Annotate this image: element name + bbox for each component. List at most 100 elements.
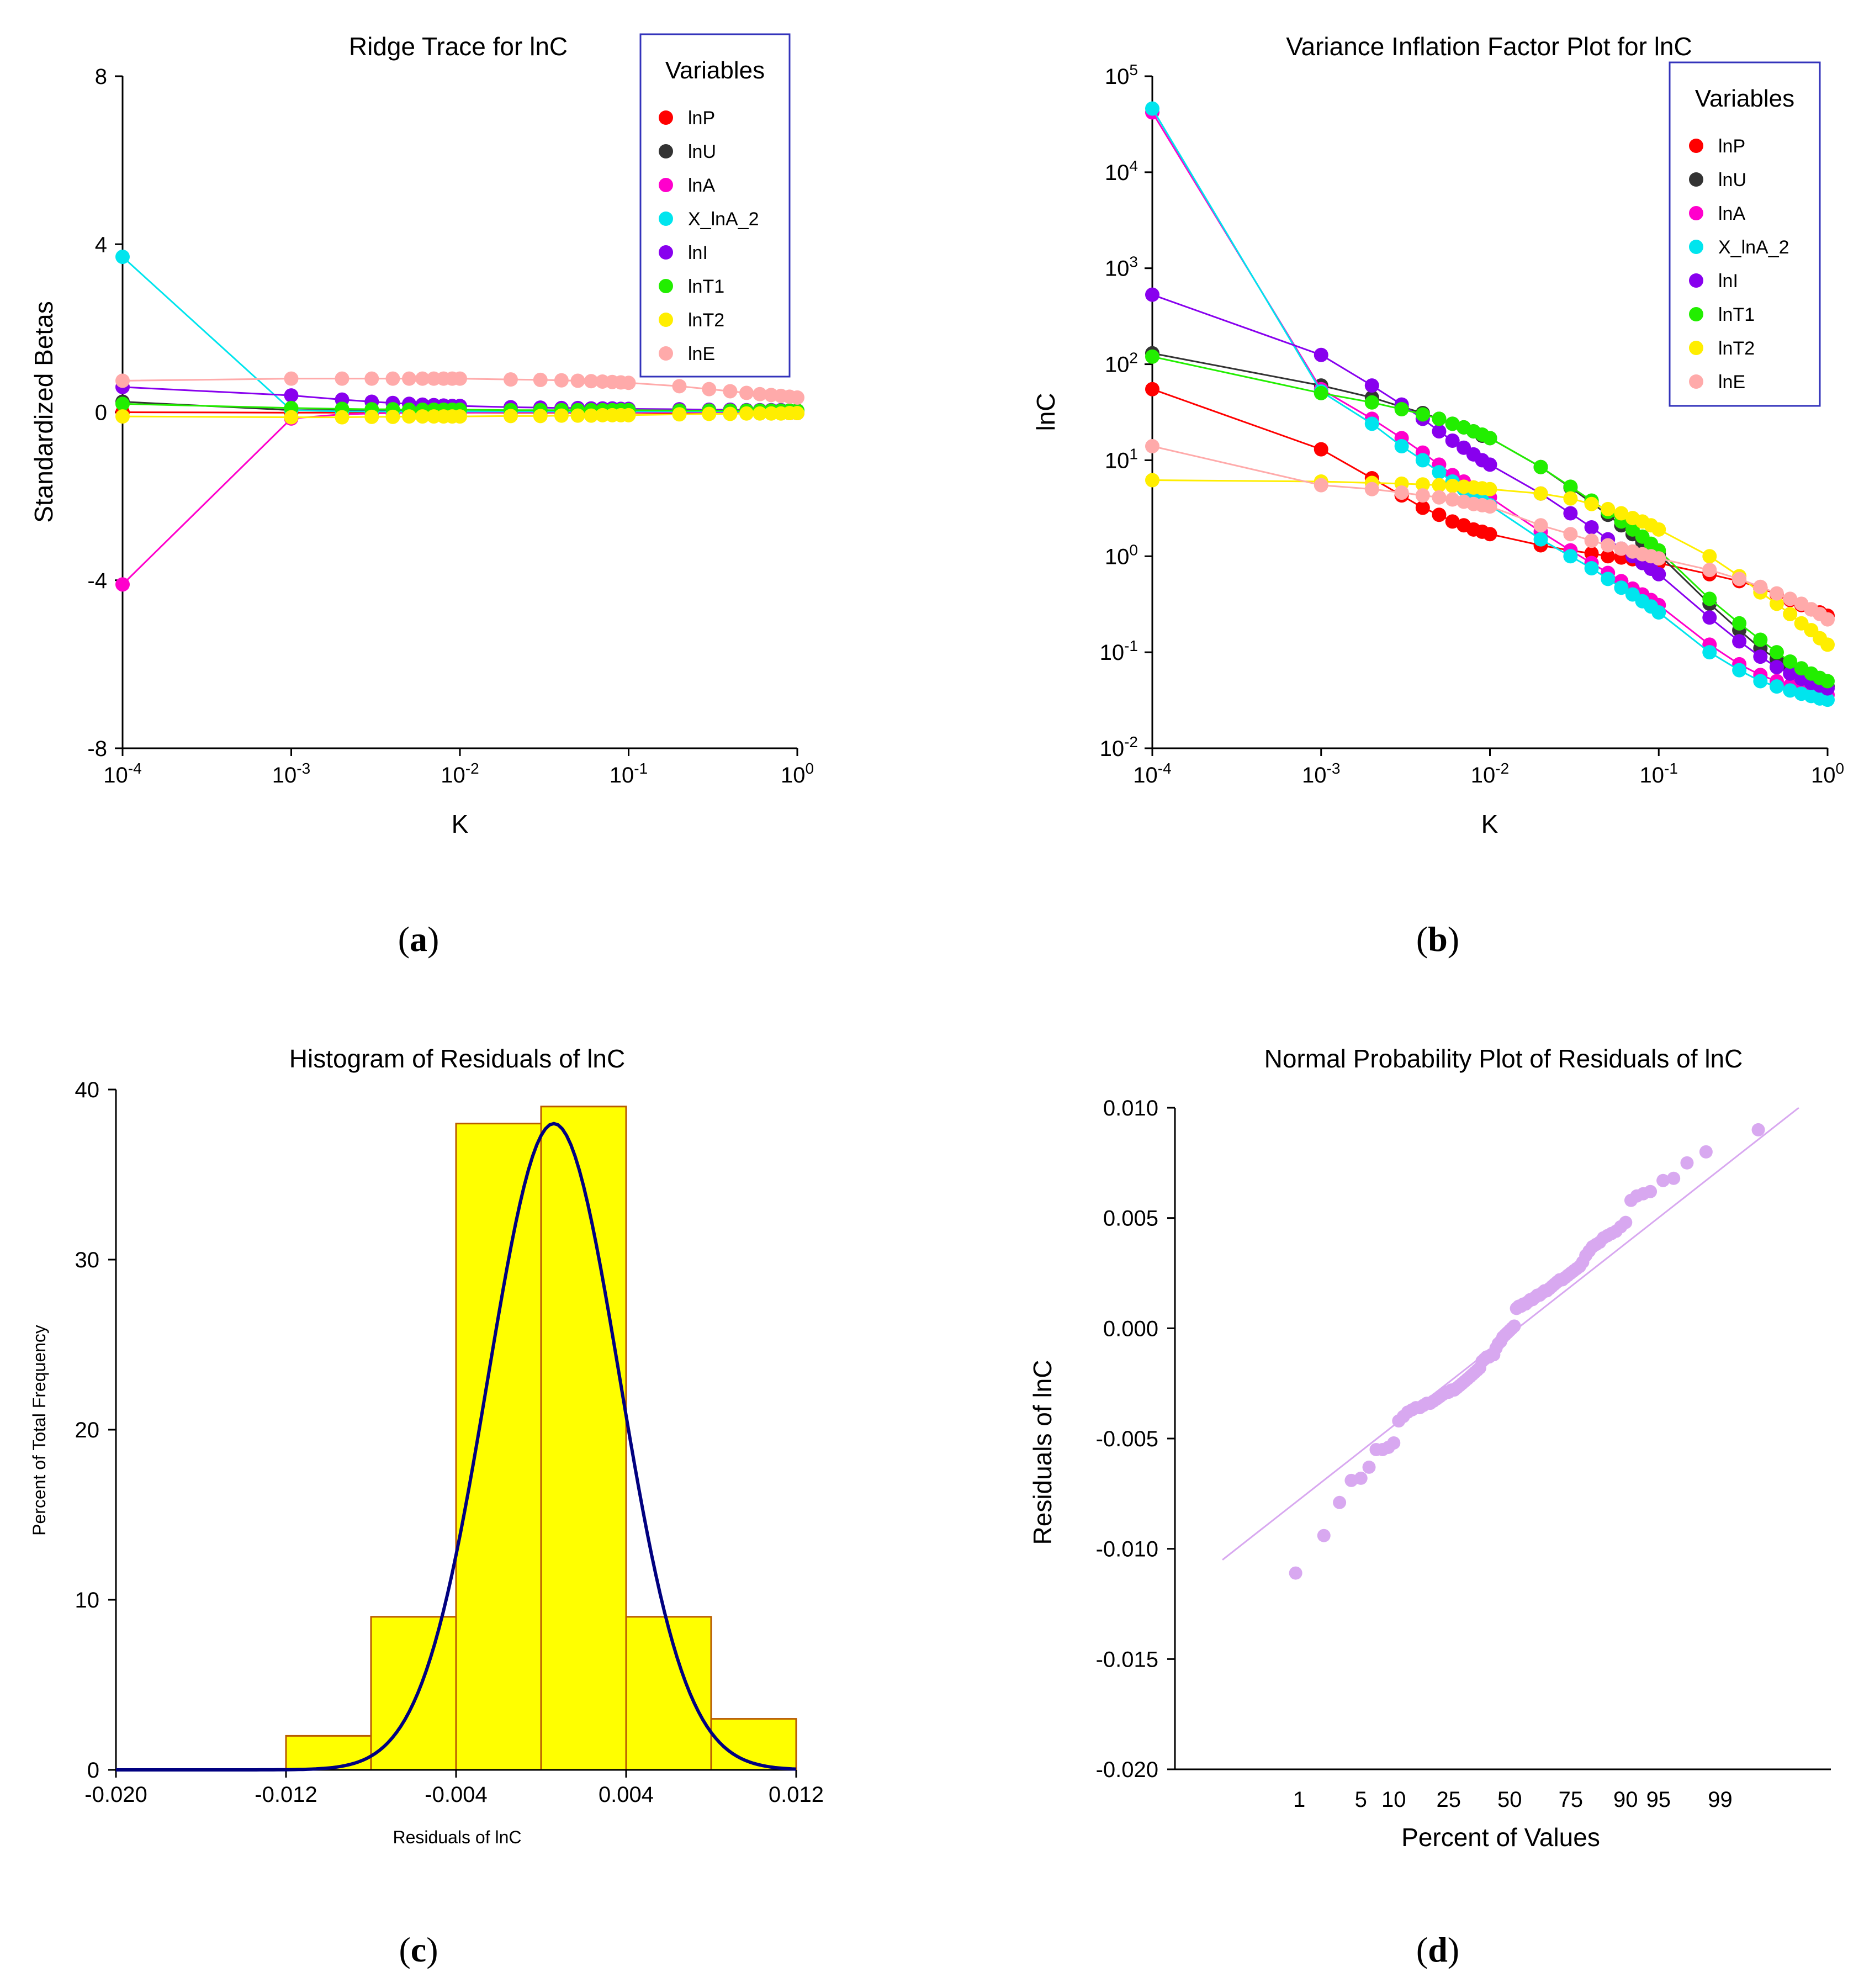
data-point-lnT1 (1432, 411, 1447, 426)
panel-b-letter: b (1428, 919, 1448, 959)
data-point-lnP (1482, 527, 1497, 542)
legend-label-lnU: lnU (1718, 170, 1746, 191)
panel-b-y-tick-label: 105 (1105, 61, 1138, 89)
data-point-lnT1 (1445, 416, 1460, 431)
data-point-lnT1 (1769, 645, 1784, 660)
data-point-lnP (1601, 549, 1616, 564)
panel-d-y-tick-label: 0.010 (1103, 1096, 1158, 1120)
panel-d-y-label: Residuals of lnC (1028, 1360, 1057, 1545)
panel-d-y-tick-label: -0.005 (1096, 1427, 1158, 1451)
panel-d-x-label: Percent of Values (1401, 1823, 1600, 1852)
data-point-lnT2 (503, 409, 518, 424)
data-point-lnT1 (1563, 479, 1578, 494)
legend-marker-lnT1 (1689, 307, 1703, 321)
data-point-lnT2 (739, 406, 754, 421)
data-point-lnT2 (1145, 473, 1159, 488)
data-point-lnE (1601, 538, 1616, 553)
residual-point (1387, 1436, 1401, 1450)
panel-c-x-tick-label: -0.012 (255, 1783, 317, 1807)
data-point-lnE (402, 371, 417, 386)
data-point-lnE (115, 373, 130, 388)
data-point-lnT2 (1432, 478, 1447, 493)
data-point-lnT2 (284, 410, 299, 425)
data-point-lnE (739, 385, 754, 400)
panel-d-x-tick-label: 25 (1437, 1788, 1461, 1812)
legend-marker-lnA (659, 178, 673, 192)
data-point-X_lnA_2 (1432, 465, 1447, 480)
data-point-X_lnA_2 (1769, 679, 1784, 694)
data-point-lnT2 (570, 408, 585, 423)
data-point-lnT2 (1601, 501, 1616, 516)
residual-point (1699, 1145, 1713, 1159)
data-point-lnE (672, 379, 687, 394)
data-point-lnT2 (1533, 486, 1548, 501)
data-point-lnT2 (1651, 522, 1666, 537)
data-point-lnE (570, 373, 585, 388)
data-point-lnI (1364, 378, 1379, 393)
legend-title: Variables (665, 57, 765, 84)
data-point-lnE (1533, 518, 1548, 533)
panel-c-y-label: Percent of Total Frequency (29, 1325, 49, 1536)
panel-d-x-tick-label: 99 (1708, 1788, 1733, 1812)
data-point-lnT1 (1314, 385, 1328, 400)
panel-b-x-tick-label: 10-4 (1133, 760, 1171, 787)
data-point-lnE (584, 374, 599, 389)
residual-point (1751, 1123, 1765, 1136)
panel-c-title: Histogram of Residuals of lnC (289, 1044, 625, 1073)
data-point-lnE (554, 373, 569, 388)
legend-label-lnT2: lnT2 (688, 310, 724, 331)
histogram-bar (540, 1106, 627, 1771)
panel-c-x-tick-label: 0.012 (769, 1783, 824, 1807)
normal-probability-panel: Normal Probability Plot of Residuals of … (1028, 1044, 1831, 1969)
data-point-lnT1 (1145, 349, 1159, 364)
data-point-X_lnA_2 (1145, 101, 1159, 116)
panel-a-x-tick-label: 10-1 (610, 760, 648, 787)
panel-c-x-tick-label: 0.004 (599, 1783, 654, 1807)
data-point-lnI (1651, 567, 1666, 581)
data-point-lnT2 (790, 406, 804, 421)
legend-marker-lnP (1689, 139, 1703, 153)
histogram-bar (625, 1616, 712, 1771)
panel-b-y-tick-label: 10-1 (1100, 637, 1138, 665)
legend-marker-lnI (1689, 273, 1703, 288)
panel-d-letter: d (1428, 1930, 1448, 1969)
panel-b-x-tick-label: 10-2 (1471, 760, 1509, 787)
panel-b-y-tick-label: 101 (1105, 445, 1138, 473)
data-point-X_lnA_2 (115, 250, 130, 265)
residual-point (1667, 1171, 1681, 1185)
panel-b-y-tick-label: 104 (1105, 157, 1138, 185)
panel-b-legend: Variables lnP lnU lnA X_lnA_2 lnI lnT1 lnT2 lnE (1669, 61, 1821, 407)
panel-d-x-tick-label: 95 (1646, 1788, 1671, 1812)
data-point-lnE (621, 376, 636, 390)
panel-d-x-tick-label: 1 (1293, 1788, 1305, 1812)
panel-a-legend: Variables lnP lnU lnA X_lnA_2 lnI lnT1 lnT2 lnE (639, 33, 791, 378)
panel-d-y-tick-label: -0.020 (1096, 1758, 1158, 1782)
data-point-lnE (1753, 579, 1768, 594)
residual-point (1362, 1460, 1376, 1474)
data-point-lnT1 (115, 396, 130, 411)
histogram-bar (710, 1718, 797, 1771)
data-point-lnE (284, 371, 299, 386)
panel-a-x-tick-label: 100 (781, 760, 814, 787)
data-point-lnI (1145, 287, 1159, 302)
legend-marker-X_lnA_2 (659, 212, 673, 226)
panel-b-y-label: lnC (1031, 393, 1060, 431)
panel-b-y-tick-label: 10-2 (1100, 733, 1138, 761)
data-point-lnI (284, 388, 299, 403)
panel-d-y-tick-label: -0.010 (1096, 1537, 1158, 1562)
data-point-lnE (1563, 527, 1578, 542)
vif-panel: Variance Inflation Factor Plot for lnC 1… (1031, 32, 1844, 959)
panel-c-y-tick-label: 40 (75, 1078, 100, 1102)
data-point-lnE (453, 371, 467, 386)
panel-d-x-tick-label: 90 (1613, 1788, 1638, 1812)
panel-d-x-tick-label: 5 (1355, 1788, 1367, 1812)
panel-c-x-tick-label: -0.020 (84, 1783, 147, 1807)
histogram-panel: Histogram of Residuals of lnC -0.020 -0.0… (29, 1044, 824, 1969)
panel-d-y-tick-label: 0.000 (1103, 1316, 1158, 1341)
data-point-lnE (533, 372, 548, 387)
legend-label-lnP: lnP (688, 108, 715, 129)
panel-a-x-tick-label: 10-2 (441, 760, 479, 787)
legend-marker-lnI (659, 245, 673, 260)
residual-point (1354, 1471, 1368, 1485)
panel-b-x-label: K (1481, 810, 1498, 838)
